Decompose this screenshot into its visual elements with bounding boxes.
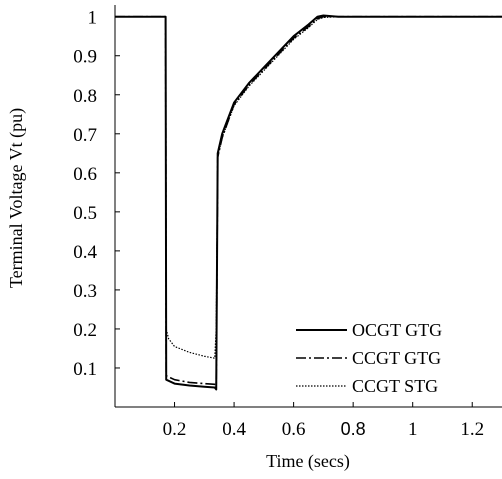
x-tick-label: 0.6	[282, 419, 306, 440]
y-axis-title: Terminal Voltage Vt (pu)	[6, 108, 27, 288]
y-tick-label: 0.6	[73, 164, 97, 185]
y-tick-label: 0.7	[73, 125, 97, 146]
series-group	[115, 14, 502, 391]
y-tick-label: 0.9	[73, 47, 97, 68]
x-tick-label: 0.8	[341, 419, 366, 439]
x-tick-label: 1.2	[460, 419, 484, 440]
y-tick-label: 1	[88, 8, 98, 29]
series-line-ocgt-gtg	[115, 14, 502, 391]
y-axis-ticks: 0.1 0.2 0.3 0.4 0.5 0.6 0.7 0.8 0.9 1	[73, 8, 120, 380]
legend: OCGT GTG CCGT GTG CCGT STG	[296, 320, 442, 396]
y-tick-label: 0.1	[73, 359, 97, 380]
legend-label: CCGT STG	[352, 376, 438, 396]
x-axis-ticks: 0.2 0.4 0.6 0.8 1 1.2	[163, 402, 484, 440]
x-axis-title: Time (secs)	[266, 451, 350, 472]
y-tick-label: 0.3	[73, 281, 97, 302]
series-line-ccgt-gtg	[115, 15, 502, 387]
x-tick-label: 1	[408, 419, 418, 440]
series-line-ccgt-stg	[115, 16, 502, 359]
legend-label: CCGT GTG	[352, 348, 441, 368]
y-tick-label: 0.5	[73, 203, 97, 224]
legend-label: OCGT GTG	[352, 320, 442, 340]
x-tick-label: 0.2	[163, 419, 187, 440]
y-tick-label: 0.8	[73, 86, 97, 107]
y-tick-label: 0.4	[73, 242, 97, 263]
plot-area	[114, 5, 502, 408]
y-tick-label: 0.2	[73, 320, 97, 341]
x-tick-label: 0.4	[222, 419, 246, 440]
